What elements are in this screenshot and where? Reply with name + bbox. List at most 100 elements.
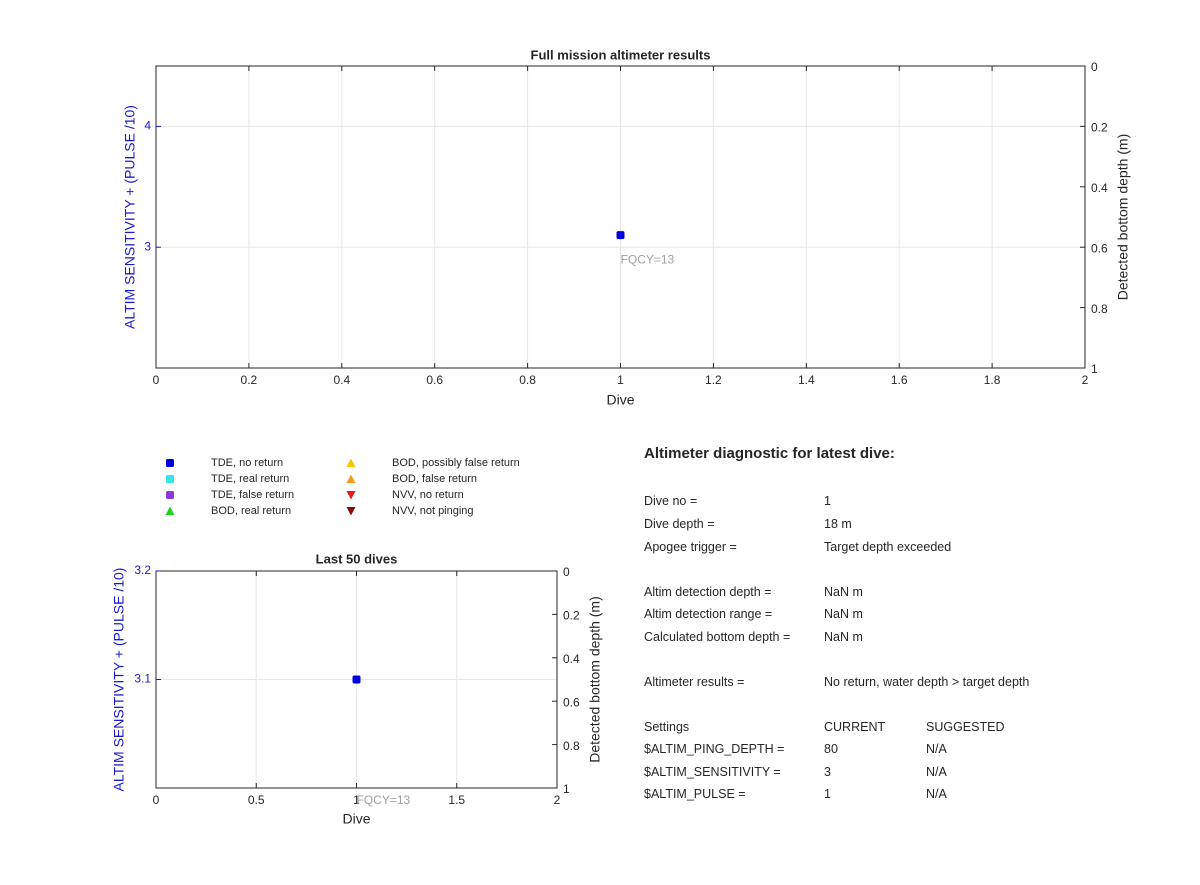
legend-label: TDE, no return: [211, 457, 284, 469]
legend-marker-square: [166, 491, 174, 499]
apogee-trigger-row: Apogee trigger = Target depth exceeded: [644, 540, 1094, 558]
chart-main: 0 0.2 0.4 0.6 0.8 1 1.2 1.4 1.6 1.8 2 3 4 0 0.2 0.4 0.6 0…: [122, 47, 1131, 407]
legend-marker-triangle-down: [346, 507, 356, 516]
y2-tick-label: 1: [563, 782, 570, 796]
y2-axis-label: Detected bottom depth (m): [1115, 134, 1131, 301]
y2-tick-label: 1: [1091, 362, 1098, 376]
settings-header-row: Settings CURRENT SUGGESTED: [644, 720, 1094, 738]
x-axis-label: Dive: [606, 392, 634, 408]
y-tick-label: 3.2: [134, 563, 151, 577]
dive-depth-value: 18 m: [824, 517, 852, 531]
y2-tick-label: 0.8: [563, 739, 580, 753]
y-axis-label: ALTIM SENSITIVITY + (PULSE /10): [111, 568, 127, 792]
dive-depth-row: Dive depth = 18 m: [644, 517, 1094, 535]
y2-tick-label: 0.6: [563, 695, 580, 709]
ping-depth-current: 80: [824, 742, 838, 756]
altimeter-results-row: Altimeter results = No return, water dep…: [644, 675, 1094, 693]
legend-label: NVV, not pinging: [392, 505, 474, 517]
legend-label: TDE, real return: [211, 473, 290, 485]
data-point: [352, 675, 361, 684]
x-tick-label: 1.4: [798, 373, 815, 387]
dive-no-value: 1: [824, 494, 831, 508]
bottom-depth-value: NaN m: [824, 630, 863, 644]
sensitivity-label: $ALTIM_SENSITIVITY =: [644, 765, 781, 779]
chart-last50: 0 0.5 1 1.5 2 3.1 3.2 0 0.2 0.4 0.6 0.8 1 Last 50 div…: [111, 551, 603, 826]
x-tick-label: 0.5: [248, 793, 265, 807]
legend-marker-square: [166, 475, 174, 483]
ping-depth-suggested: N/A: [926, 742, 947, 756]
fqcy-annotation: FQCY=13: [621, 253, 675, 267]
legend-label: BOD, possibly false return: [392, 457, 520, 469]
x-tick-label: 1: [353, 793, 360, 807]
legend-marker-triangle-down: [346, 491, 356, 500]
y2-tick-label: 0: [1091, 60, 1098, 74]
diagnostic-panel: Altimeter diagnostic for latest dive: Di…: [644, 445, 1094, 815]
settings-header-current: CURRENT: [824, 720, 886, 734]
x-tick-label: 1: [617, 373, 624, 387]
x-tick-label: 0: [153, 373, 160, 387]
detection-range-label: Altim detection range =: [644, 607, 773, 621]
dive-no-label: Dive no =: [644, 494, 698, 508]
x-tick-label: 1.2: [705, 373, 722, 387]
x-tick-label: 0.4: [333, 373, 350, 387]
pulse-suggested: N/A: [926, 787, 947, 801]
y-axis-label: ALTIM SENSITIVITY + (PULSE /10): [122, 105, 138, 329]
bottom-depth-row: Calculated bottom depth = NaN m: [644, 630, 1094, 648]
legend-label: TDE, false return: [211, 489, 295, 501]
x-tick-label: 1.5: [448, 793, 465, 807]
legend-marker-square: [166, 459, 174, 467]
detection-range-value: NaN m: [824, 607, 863, 621]
altimeter-results-value: No return, water depth > target depth: [824, 675, 1030, 689]
y2-tick-label: 0.6: [1091, 241, 1108, 255]
x-tick-label: 0.6: [426, 373, 443, 387]
apogee-trigger-label: Apogee trigger =: [644, 540, 737, 554]
fqcy-annotation: FQCY=13: [357, 793, 411, 807]
detection-depth-label: Altim detection depth =: [644, 585, 772, 599]
y-tick-label: 3.1: [134, 672, 151, 686]
x-tick-label: 2: [554, 793, 561, 807]
legend-marker-triangle-up: [346, 474, 356, 483]
x-axis-label: Dive: [342, 811, 370, 827]
legend-label: NVV, no return: [392, 489, 464, 501]
data-point: [616, 231, 625, 240]
y2-tick-label: 0.2: [1091, 121, 1108, 135]
legend-label: BOD, real return: [211, 505, 292, 517]
x-tick-label: 0: [153, 793, 160, 807]
ping-depth-label: $ALTIM_PING_DEPTH =: [644, 742, 785, 756]
x-tick-label: 2: [1082, 373, 1089, 387]
legend-label: BOD, false return: [392, 473, 477, 485]
y-tick-label: 4: [144, 119, 151, 133]
dive-no-row: Dive no = 1: [644, 494, 1094, 512]
y2-tick-label: 0.2: [563, 609, 580, 623]
x-tick-label: 0.2: [241, 373, 258, 387]
x-tick-label: 1.8: [984, 373, 1001, 387]
sensitivity-current: 3: [824, 765, 831, 779]
settings-header-label: Settings: [644, 720, 690, 734]
sensitivity-suggested: N/A: [926, 765, 947, 779]
pulse-label: $ALTIM_PULSE =: [644, 787, 746, 801]
x-tick-label: 0.8: [519, 373, 536, 387]
y2-tick-label: 0.4: [563, 652, 580, 666]
chart-title: Last 50 dives: [316, 551, 398, 566]
y2-axis-label: Detected bottom depth (m): [587, 596, 603, 763]
sensitivity-row: $ALTIM_SENSITIVITY = 3 N/A: [644, 765, 1094, 783]
legend-marker-triangle-up: [346, 458, 356, 467]
pulse-current: 1: [824, 787, 831, 801]
legend-marker-triangle-up: [165, 506, 175, 515]
diagnostic-title: Altimeter diagnostic for latest dive:: [644, 445, 895, 462]
y2-tick-label: 0.4: [1091, 181, 1108, 195]
chart-title: Full mission altimeter results: [531, 47, 711, 62]
altimeter-results-label: Altimeter results =: [644, 675, 745, 689]
apogee-trigger-value: Target depth exceeded: [824, 540, 952, 554]
y2-tick-label: 0.8: [1091, 302, 1108, 316]
chart-legend: TDE, no return TDE, real return TDE, false…: [155, 455, 575, 525]
ping-depth-row: $ALTIM_PING_DEPTH = 80 N/A: [644, 742, 1094, 760]
detection-depth-value: NaN m: [824, 585, 863, 599]
detection-depth-row: Altim detection depth = NaN m: [644, 585, 1094, 603]
x-tick-label: 1.6: [891, 373, 908, 387]
y-tick-label: 3: [144, 239, 151, 253]
settings-header-suggested: SUGGESTED: [926, 720, 1005, 734]
pulse-row: $ALTIM_PULSE = 1 N/A: [644, 787, 1094, 805]
detection-range-row: Altim detection range = NaN m: [644, 607, 1094, 625]
